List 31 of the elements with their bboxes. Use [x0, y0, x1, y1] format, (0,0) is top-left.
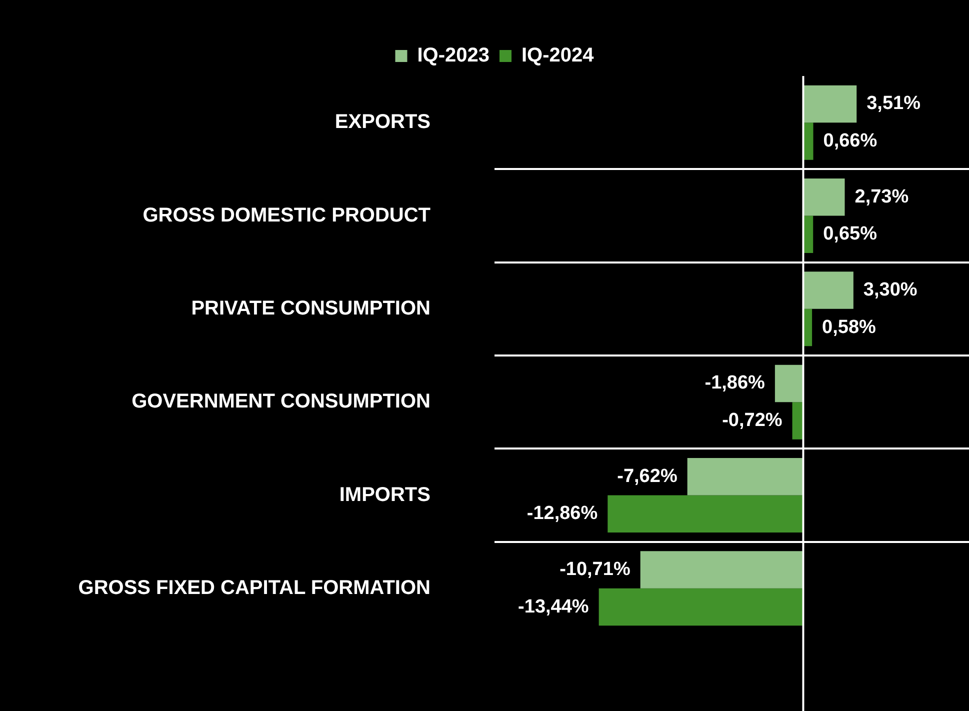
y-tick-label: GROSS DOMESTIC PRODUCT	[142, 204, 430, 226]
bar	[774, 364, 804, 402]
bar	[803, 122, 814, 160]
bar	[608, 495, 804, 533]
legend-label: IQ-2024	[522, 44, 595, 67]
bar	[803, 308, 812, 346]
bar	[803, 216, 814, 254]
y-tick-label: PRIVATE CONSUMPTION	[191, 297, 430, 320]
data-label: 2,73%	[854, 186, 909, 208]
data-label: -12,86%	[526, 503, 598, 524]
bar	[598, 588, 804, 626]
bar	[803, 178, 845, 216]
bar	[803, 272, 854, 309]
data-label: 0,58%	[822, 316, 876, 338]
data-label: 0,66%	[823, 130, 878, 152]
data-label: -7,62%	[617, 466, 678, 487]
bar	[803, 85, 857, 123]
data-label: -10,71%	[560, 559, 630, 580]
data-label: 3,30%	[863, 280, 918, 301]
data-label: -13,44%	[518, 596, 589, 618]
data-label: 0,65%	[823, 224, 878, 245]
data-label: 3,51%	[866, 93, 921, 114]
data-label: -0,72%	[722, 410, 782, 431]
legend-label: IQ-2023	[417, 44, 490, 67]
bar	[687, 458, 804, 496]
y-tick-label: GOVERNMENT CONSUMPTION	[132, 390, 430, 413]
y-tick-label: EXPORTS	[334, 111, 430, 134]
y-tick-label: GROSS FIXED CAPITAL FORMATION	[78, 576, 430, 599]
data-label: -1,86%	[704, 372, 766, 394]
bar	[640, 551, 804, 588]
y-tick-label: IMPORTS	[339, 484, 430, 506]
